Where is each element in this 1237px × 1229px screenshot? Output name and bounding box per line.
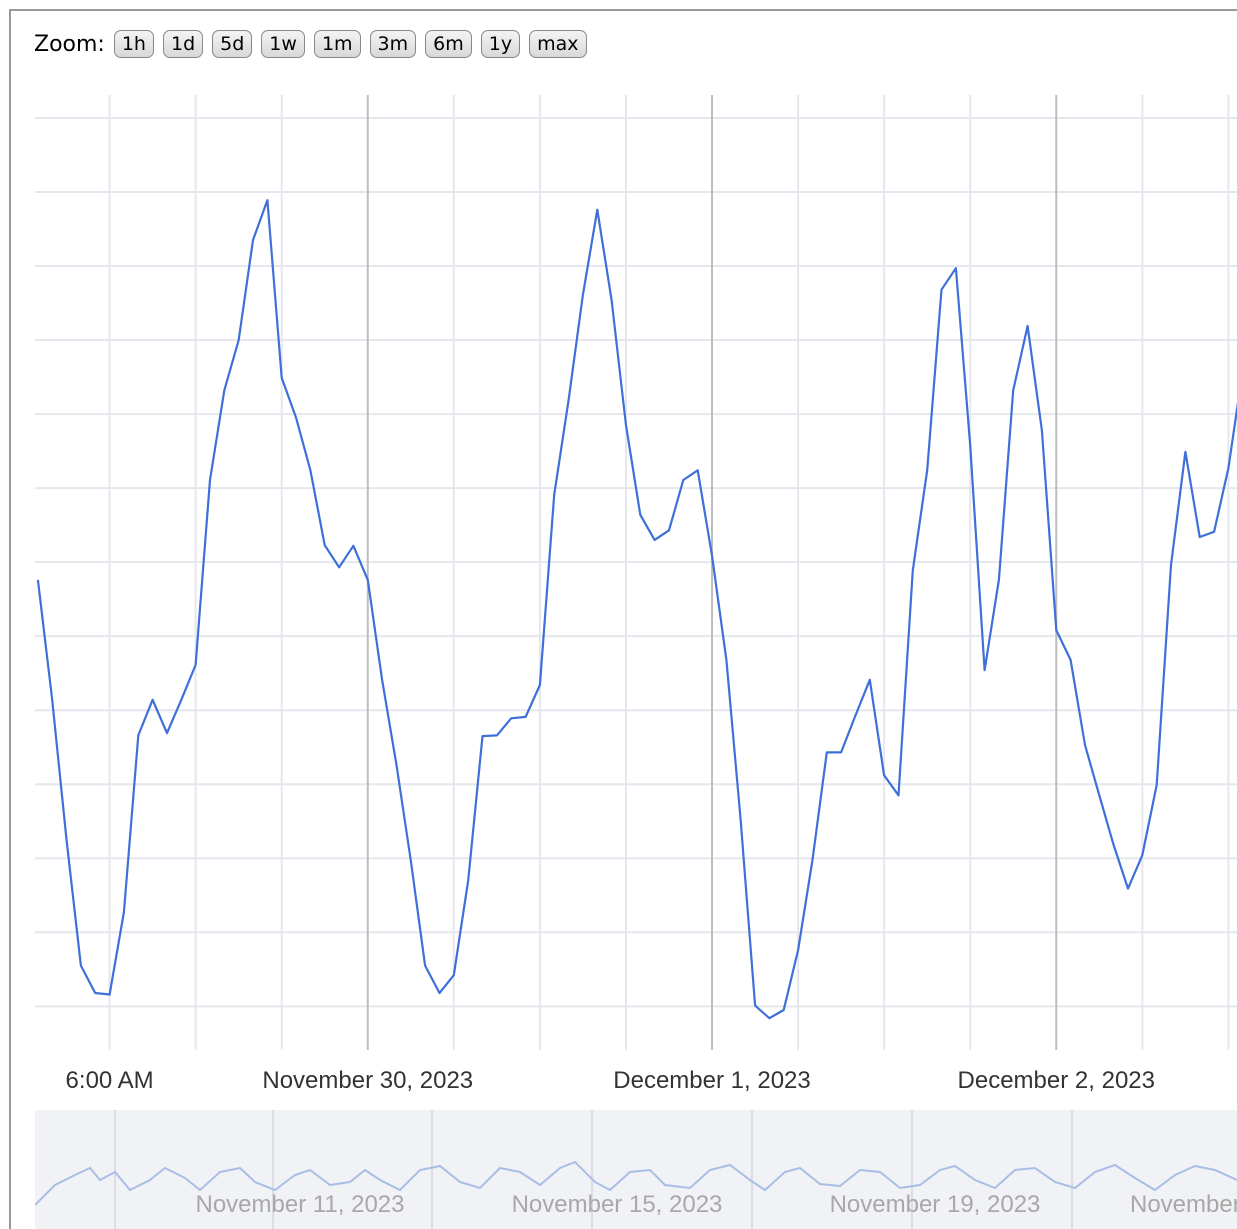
navigator[interactable]: November 11, 2023 November 15, 2023 Nove… bbox=[35, 1110, 1237, 1229]
navigator-line bbox=[35, 1160, 1237, 1206]
navigator-label: November 15, 2023 bbox=[512, 1191, 723, 1218]
x-tick-label: 6:00 AM bbox=[66, 1067, 154, 1094]
navigator-label: November 23, 2023 bbox=[1130, 1191, 1237, 1218]
zoom-button[interactable]: 1d bbox=[162, 30, 204, 58]
x-tick-label: December 2, 2023 bbox=[958, 1067, 1155, 1094]
navigator-label: November 11, 2023 bbox=[195, 1191, 404, 1218]
zoom-button[interactable]: 1w bbox=[261, 30, 305, 58]
zoom-bar: Zoom: 1h 1d 5d 1w 1m 3m 6m 1y max bbox=[34, 30, 587, 58]
zoom-button[interactable]: 6m bbox=[425, 30, 472, 58]
x-tick-label: December 1, 2023 bbox=[613, 1067, 810, 1094]
navigator-grid bbox=[114, 1110, 1073, 1229]
navigator-label: November 19, 2023 bbox=[830, 1191, 1041, 1218]
zoom-button[interactable]: 1y bbox=[480, 30, 521, 58]
zoom-button[interactable]: 5d bbox=[212, 30, 253, 58]
line bbox=[36, 199, 1237, 1020]
zoom-button[interactable]: 3m bbox=[369, 30, 417, 58]
zoom-button[interactable]: max bbox=[529, 30, 587, 58]
x-tick-label: November 30, 2023 bbox=[262, 1067, 473, 1094]
zoom-label: Zoom: bbox=[34, 31, 105, 57]
zoom-button[interactable]: 1h bbox=[113, 30, 154, 58]
frame bbox=[9, 9, 1237, 1229]
zoom-button[interactable]: 1m bbox=[313, 30, 361, 58]
